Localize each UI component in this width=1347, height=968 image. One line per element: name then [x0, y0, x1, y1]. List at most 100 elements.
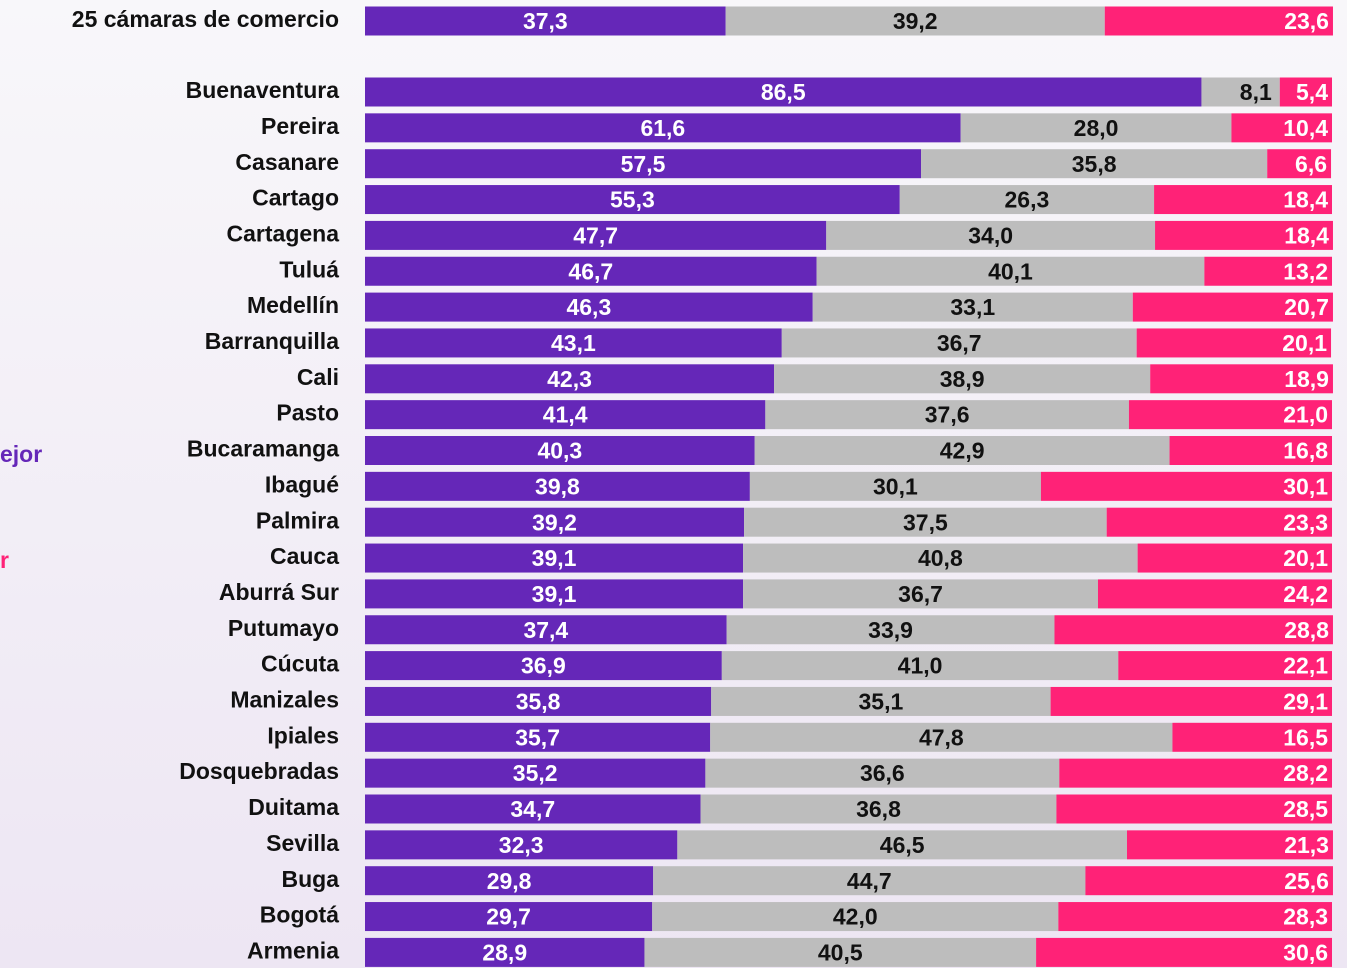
bar-segment [1172, 722, 1332, 752]
bar-segment [365, 937, 645, 967]
bar-segment [365, 507, 745, 537]
bar-segment [365, 686, 712, 716]
value-label: 23,3 [1283, 509, 1328, 535]
bar-segment [1128, 400, 1332, 430]
bar-segment [365, 220, 827, 250]
value-label: 42,3 [547, 366, 592, 392]
value-label: 18,4 [1284, 222, 1329, 248]
value-label: 28,8 [1284, 617, 1329, 643]
bar-segment [705, 758, 1060, 788]
legend-label: r [0, 547, 9, 573]
value-label: 20,1 [1283, 545, 1328, 571]
bar-segment [816, 256, 1205, 286]
value-label: 29,1 [1283, 689, 1328, 715]
bar-segment [1169, 436, 1332, 465]
category-label: Casanare [235, 149, 339, 175]
value-label: 16,8 [1283, 438, 1328, 464]
value-label: 46,7 [568, 258, 613, 284]
bar-segment [365, 400, 766, 430]
bar-segment [1132, 292, 1333, 322]
value-label: 42,0 [833, 904, 878, 930]
value-label: 44,7 [847, 868, 892, 894]
value-label: 86,5 [761, 79, 806, 105]
value-label: 33,9 [868, 617, 913, 643]
bar-segment [677, 830, 1127, 860]
bar-segment [365, 185, 900, 215]
category-label: Ipiales [267, 722, 339, 748]
category-label: Duitama [248, 794, 339, 820]
value-label: 39,1 [532, 545, 577, 571]
category-label: Cartagena [227, 220, 340, 246]
value-label: 47,8 [919, 724, 964, 750]
value-label: 47,7 [573, 222, 618, 248]
bar-segment [781, 328, 1137, 358]
value-label: 40,3 [537, 438, 582, 464]
bar-segment [1155, 220, 1333, 250]
value-label: 39,2 [532, 509, 577, 535]
category-label: Cúcuta [261, 651, 339, 677]
bar-segment [365, 149, 922, 179]
bar-segment [711, 686, 1051, 716]
bar-segment [365, 471, 750, 501]
value-label: 61,6 [640, 115, 685, 141]
bar-segment [1050, 686, 1332, 716]
bar-segment [365, 758, 706, 788]
value-label: 29,8 [487, 868, 532, 894]
value-label: 55,3 [610, 187, 655, 213]
value-label: 26,3 [1005, 187, 1050, 213]
value-label: 30,6 [1283, 939, 1328, 965]
value-label: 28,9 [482, 939, 527, 965]
value-label: 37,5 [903, 509, 948, 535]
value-label: 35,8 [1072, 151, 1117, 177]
value-label: 10,4 [1283, 115, 1328, 141]
category-label: Cartago [252, 185, 339, 211]
category-label: Tuluá [279, 256, 339, 282]
category-label: Sevilla [266, 830, 339, 856]
value-label: 36,8 [856, 796, 901, 822]
category-label: Palmira [256, 507, 339, 533]
bar-segment [812, 292, 1133, 322]
bar-segment [652, 902, 1059, 932]
value-label: 39,8 [535, 473, 580, 499]
bar-segment [365, 794, 701, 824]
value-label: 35,2 [513, 760, 558, 786]
bar-segment [365, 292, 813, 322]
bar-segment [365, 113, 961, 143]
category-label: Buga [282, 866, 340, 892]
bar-segment [899, 185, 1155, 215]
bar-segment [365, 579, 744, 609]
value-label: 36,6 [860, 760, 905, 786]
value-label: 46,5 [880, 832, 925, 858]
category-label: Bogotá [260, 902, 339, 928]
bar-segment [1154, 185, 1332, 215]
bar-segment [921, 149, 1268, 179]
bar-segment [1126, 830, 1333, 860]
value-label: 28,5 [1283, 796, 1328, 822]
value-label: 18,9 [1284, 366, 1329, 392]
value-label: 18,4 [1283, 187, 1328, 213]
category-label: Pasto [276, 400, 339, 426]
bar-segment [1054, 615, 1333, 645]
value-label: 35,7 [515, 724, 560, 750]
value-label: 35,1 [859, 689, 904, 715]
bar-segment [1085, 866, 1333, 896]
value-label: 36,9 [521, 653, 566, 679]
bar-segment [365, 6, 726, 36]
value-label: 13,2 [1283, 258, 1328, 284]
bar-segment [744, 507, 1107, 537]
bar-segment [644, 937, 1037, 967]
bar-segment [960, 113, 1232, 143]
value-label: 37,6 [925, 402, 970, 428]
bar-segment [1204, 256, 1332, 286]
value-label: 34,0 [968, 222, 1013, 248]
value-label: 40,5 [818, 939, 863, 965]
value-label: 57,5 [621, 151, 666, 177]
bar-segment [1118, 651, 1332, 681]
bar-segment [1136, 328, 1332, 358]
value-label: 20,1 [1282, 330, 1327, 356]
category-label: Manizales [230, 687, 339, 713]
category-label: Armenia [247, 937, 339, 963]
value-label: 33,1 [950, 294, 995, 320]
bar-segment [1150, 364, 1333, 394]
